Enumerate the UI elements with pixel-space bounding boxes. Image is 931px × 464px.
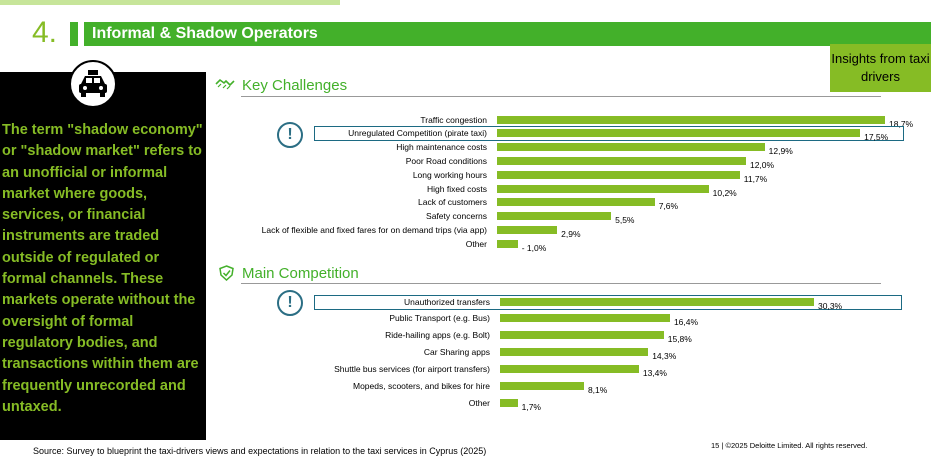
highlight-box [314, 294, 902, 310]
category-label: Unregulated Competition (pirate taxi) [348, 128, 487, 139]
bar [500, 331, 664, 340]
insights-badge-label: Insights from taxi drivers [831, 51, 930, 84]
value-label: 17,5% [864, 132, 889, 143]
highlight-box [314, 126, 904, 142]
main-competition-title: Main Competition [242, 265, 359, 282]
value-label: 15,8% [667, 334, 692, 345]
source-note: Source: Survey to blueprint the taxi-dri… [33, 446, 487, 456]
category-label: Poor Road conditions [405, 155, 487, 166]
section-marker [70, 22, 78, 46]
bar [500, 382, 584, 390]
value-label: 1,7% [521, 401, 541, 412]
category-label: Car Sharing apps [423, 347, 490, 358]
value-label: 12,9% [768, 146, 793, 157]
value-label: 10,2% [712, 187, 737, 198]
value-label: 18,7% [889, 118, 914, 129]
bar [497, 129, 861, 138]
category-label: Other [468, 397, 490, 408]
bar [500, 398, 518, 407]
value-label: - 1,0% [521, 242, 547, 253]
section-divider [241, 283, 881, 284]
insights-badge: Insights from taxi drivers [830, 44, 931, 92]
value-label: 14,3% [652, 351, 677, 362]
bar [497, 156, 746, 165]
value-label: 13,4% [642, 368, 667, 379]
category-label: Unauthorized transfers [404, 296, 490, 307]
bar [497, 170, 740, 179]
category-label: Public Transport (e.g. Bus) [389, 313, 490, 324]
value-label: 16,4% [673, 317, 699, 328]
category-label: High fixed costs [427, 183, 487, 194]
bar [500, 365, 639, 374]
category-label: Traffic congestion [420, 114, 487, 125]
value-label: 11,7% [743, 173, 768, 184]
bar [497, 184, 709, 193]
shield-check-icon [219, 265, 234, 284]
category-label: Long working hours [412, 169, 487, 180]
header-bar: Informal & Shadow Operators [84, 22, 931, 46]
bar [500, 314, 670, 323]
section-number: 4. [32, 16, 58, 49]
page-title: Informal & Shadow Operators [92, 25, 318, 42]
bar [497, 115, 885, 124]
bar [497, 212, 612, 221]
value-label: 7,6% [658, 201, 679, 212]
top-decorative-strip [0, 0, 340, 5]
key-challenges-title: Key Challenges [242, 77, 348, 94]
warning-icon: ! [277, 290, 303, 316]
warning-icon: ! [277, 122, 303, 148]
value-label: 8,1% [587, 385, 608, 395]
bar [497, 143, 765, 152]
category-label: Safety concerns [426, 211, 487, 222]
definition-panel [0, 72, 206, 440]
category-label: High maintenance costs [396, 142, 487, 153]
category-label: Lack of customers [418, 197, 487, 208]
value-label: 2,9% [561, 228, 581, 239]
category-label: Other [465, 238, 487, 249]
bar [497, 239, 518, 248]
taxi-icon [69, 60, 117, 108]
category-label: Lack of flexible and fixed fares for on … [261, 224, 487, 235]
section-divider [241, 96, 881, 97]
value-label: 5,5% [615, 215, 635, 226]
page-footer: 15 | ©2025 Deloitte Limited. All rights … [711, 441, 868, 450]
bar [500, 348, 649, 357]
bar [497, 225, 558, 234]
bar [497, 198, 655, 207]
bar [500, 297, 814, 306]
handshake-icon [215, 77, 235, 94]
value-label: 12,0% [749, 159, 775, 170]
category-label: Shuttle bus services (for airport transf… [334, 364, 490, 375]
category-label: Ride-hailing apps (e.g. Bolt) [385, 330, 490, 341]
value-label: 30,3% [818, 300, 843, 311]
category-label: Mopeds, scooters, and bikes for hire [352, 381, 490, 391]
definition-text: The term "shadow economy" or "shadow mar… [2, 122, 203, 415]
